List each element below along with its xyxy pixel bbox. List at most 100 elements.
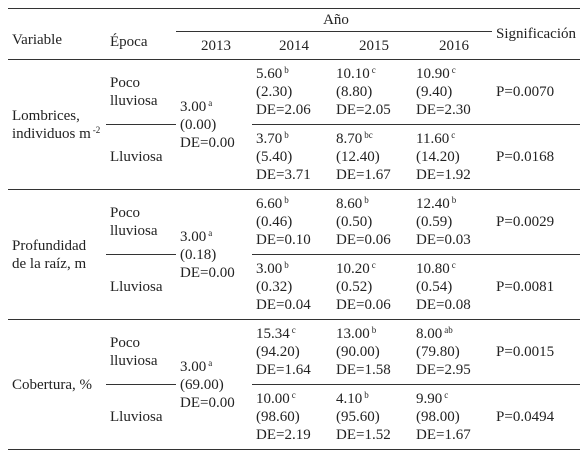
mean-line: 10.80 c <box>416 260 492 278</box>
epoca-cell: Poco lluviosa <box>106 319 176 385</box>
value-cell: 13.00 b (90.00) DE=1.58 <box>332 319 412 385</box>
value-cell: 3.00 a (0.18) DE=0.00 <box>176 189 252 320</box>
de: DE=0.08 <box>416 297 471 313</box>
letter: c <box>371 260 376 270</box>
data-row: Profundidad de la raíz, m Poco lluviosa 3.00… <box>8 189 581 320</box>
mean-line: 3.00 a <box>180 98 252 116</box>
mean-line: 6.60 b <box>256 195 332 213</box>
paren: (9.40) <box>416 84 453 100</box>
mean-line: 10.00 c <box>256 390 332 408</box>
paren: (98.60) <box>256 409 300 425</box>
p-value: P=0.0029 <box>492 189 581 255</box>
paren: (79.80) <box>416 344 460 360</box>
data-row: Lombrices, individuos m -2 Poco lluviosa 3.00… <box>8 59 581 190</box>
value-cell: 3.00 a (0.00) DE=0.00 <box>176 59 252 190</box>
paren: (94.20) <box>256 344 300 360</box>
letter: ab <box>444 325 453 335</box>
de: DE=2.05 <box>336 102 391 118</box>
value-cell: 5.60 b (2.30) DE=2.06 <box>252 59 332 125</box>
epoca-line: lluviosa <box>110 93 158 109</box>
header-cell: Época <box>106 8 176 60</box>
mean: 3.70 <box>256 131 283 147</box>
value-cell: 8.60 b (0.50) DE=0.06 <box>332 189 412 255</box>
paren: (0.00) <box>180 116 217 133</box>
de: DE=2.95 <box>416 362 471 378</box>
de: DE=2.19 <box>256 427 311 443</box>
mean-line: 8.70 bc <box>336 130 412 148</box>
mean-line: 3.00 b <box>256 260 332 278</box>
mean-line: 3.70 b <box>256 130 332 148</box>
mean-line: 9.90 c <box>416 390 492 408</box>
header-cell: Variable <box>8 8 106 60</box>
de: DE=2.30 <box>416 102 471 118</box>
value-cell: 9.90 c (98.00) DE=1.67 <box>412 384 493 450</box>
year-header: 2016 <box>412 31 493 60</box>
letter: b <box>284 130 289 140</box>
de: DE=1.67 <box>416 427 471 443</box>
value-cell: 10.80 c (0.54) DE=0.08 <box>412 254 493 320</box>
epoca-line: lluviosa <box>110 353 158 369</box>
de: DE=1.67 <box>336 167 391 183</box>
mean-line: 3.00 a <box>180 358 252 376</box>
epoca-cell: Poco lluviosa <box>106 189 176 255</box>
variable-line: Lombrices, <box>12 107 80 124</box>
mean-line: 10.90 c <box>416 65 492 83</box>
variable-line: Profundidad <box>12 237 87 254</box>
epoca-cell: Lluviosa <box>106 124 176 190</box>
letter: b <box>284 195 289 205</box>
header-row: Variable Época Año Significación <box>8 8 581 60</box>
mean: 12.40 <box>416 196 450 212</box>
value-cell: 10.20 c (0.52) DE=0.06 <box>332 254 412 320</box>
variable-sup: -2 <box>92 124 101 135</box>
mean-line: 10.10 c <box>336 65 412 83</box>
letter: b <box>371 325 377 335</box>
mean: 10.80 <box>416 261 450 277</box>
letter: a <box>208 357 213 368</box>
value-cell: 3.00 a (69.00) DE=0.00 <box>176 319 252 450</box>
header-cell: Año <box>176 8 493 32</box>
mean-line: 4.10 b <box>336 390 412 408</box>
de: DE=0.00 <box>180 134 235 151</box>
letter: c <box>451 260 456 270</box>
paren: (2.30) <box>256 84 293 100</box>
variable-cell: Lombrices, individuos m -2 <box>8 59 106 190</box>
year-header: 2013 <box>176 31 252 60</box>
mean: 3.00 <box>180 98 207 115</box>
paren: (8.80) <box>336 84 373 100</box>
value-cell: 15.34 c (94.20) DE=1.64 <box>252 319 332 385</box>
de: DE=0.04 <box>256 297 311 313</box>
paren: (0.54) <box>416 279 453 295</box>
variable-line: Cobertura, % <box>12 376 92 393</box>
paren: (14.20) <box>416 149 460 165</box>
value-cell: 8.70 bc (12.40) DE=1.67 <box>332 124 412 190</box>
mean: 11.60 <box>416 131 450 147</box>
paren: (0.50) <box>336 214 373 230</box>
p-value: P=0.0168 <box>492 124 581 190</box>
paren: (5.40) <box>256 149 293 165</box>
variable-line: individuos m -2 <box>12 124 101 142</box>
de: DE=1.64 <box>256 362 311 378</box>
mean-line: 3.00 a <box>180 228 252 246</box>
value-cell: 3.70 b (5.40) DE=3.71 <box>252 124 332 190</box>
mean-line: 5.60 b <box>256 65 332 83</box>
variable-line: de la raíz, m <box>12 255 87 272</box>
data-row: Cobertura, % Poco lluviosa 3.00 a (69.00) DE=0… <box>8 319 581 450</box>
epoca-line: Poco <box>110 335 140 351</box>
epoca-cell: Poco lluviosa <box>106 59 176 125</box>
data-row: Lluviosa 3.00 b (0.32) DE=0.04 10.20 c (0.52) DE… <box>8 254 581 320</box>
letter: b <box>364 390 369 400</box>
value-cell: 8.00 ab (79.80) DE=2.95 <box>412 319 493 385</box>
mean: 6.60 <box>256 196 283 212</box>
paren: (0.52) <box>336 279 373 295</box>
p-value: P=0.0081 <box>492 254 581 320</box>
mean: 15.34 <box>256 326 290 342</box>
de: DE=1.52 <box>336 427 391 443</box>
value-cell: 11.60 c (14.20) DE=1.92 <box>412 124 493 190</box>
letter: a <box>208 227 213 238</box>
epoca-line: Lluviosa <box>110 279 163 295</box>
mean: 5.60 <box>256 66 283 82</box>
letter: b <box>284 65 289 75</box>
p-value: P=0.0494 <box>492 384 581 450</box>
mean: 13.00 <box>336 326 370 342</box>
